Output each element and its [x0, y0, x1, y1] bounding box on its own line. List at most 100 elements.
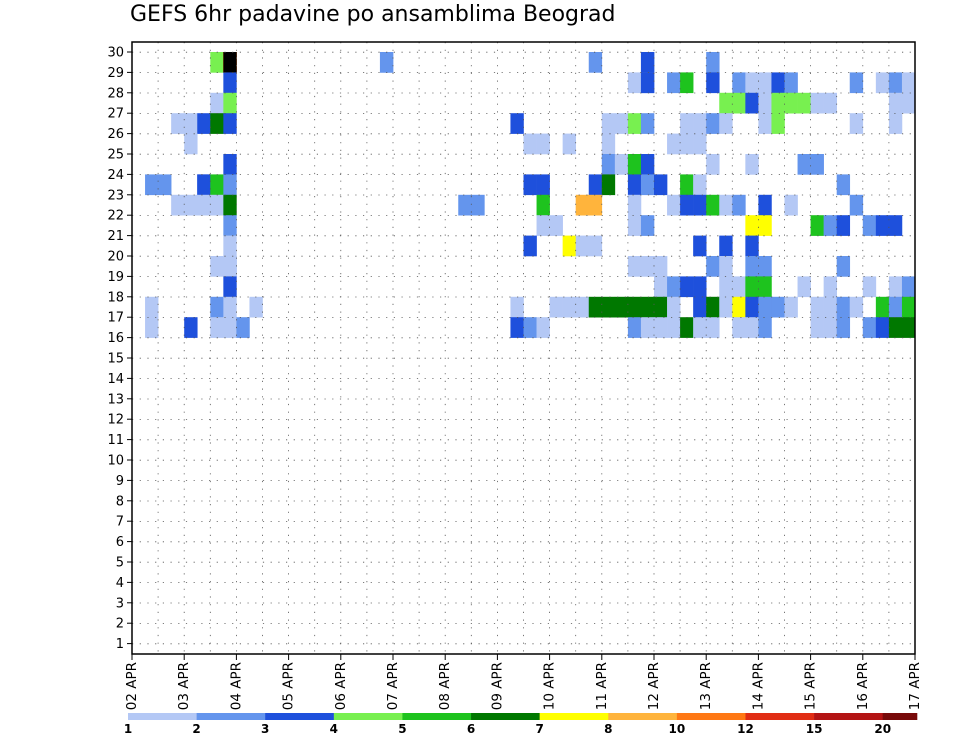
heatmap-cell [667, 194, 681, 216]
heatmap-cell [888, 215, 903, 236]
heatmap-cell [875, 72, 890, 94]
y-tick-label: 23 [107, 188, 124, 203]
heatmap-cell [640, 154, 655, 175]
heatmap-cell [810, 92, 824, 114]
heatmap-cell [588, 174, 603, 196]
heatmap-cell [627, 256, 642, 277]
y-tick-label: 7 [116, 515, 124, 530]
heatmap-cell [901, 296, 916, 318]
heatmap-cell [601, 113, 616, 134]
heatmap-cell [184, 113, 198, 134]
heatmap-cell [875, 215, 890, 236]
heatmap-cell [184, 317, 198, 338]
y-tick-label: 17 [107, 311, 124, 326]
heatmap-cell [197, 194, 211, 216]
legend-label: 2 [192, 722, 200, 736]
legend-swatch [402, 713, 472, 720]
heatmap-cell [523, 133, 537, 155]
y-tick-label: 8 [116, 494, 124, 509]
x-tick-label: 07 APR [385, 662, 401, 710]
heatmap-cell [901, 317, 916, 338]
legend-swatch [265, 713, 335, 720]
heatmap-cell [562, 296, 576, 318]
heatmap-cell [784, 194, 798, 216]
heatmap-cell [797, 92, 811, 114]
heatmap-cell [784, 296, 798, 318]
heatmap-cell [901, 92, 916, 114]
legend-label: 8 [604, 722, 612, 736]
heatmap-cell [549, 215, 563, 236]
y-tick-label: 26 [107, 127, 124, 142]
y-tick-label: 5 [116, 556, 124, 571]
legend-swatch [128, 713, 197, 720]
heatmap-cell [706, 256, 720, 277]
heatmap-cell [745, 92, 759, 114]
y-tick-label: 25 [107, 148, 124, 163]
heatmap-cell [601, 174, 616, 196]
y-tick-label: 4 [116, 576, 124, 591]
y-tick-label: 29 [107, 66, 124, 81]
heatmap-cell [693, 296, 707, 318]
heatmap-cell [797, 154, 811, 175]
heatmap-cell [575, 235, 590, 257]
heatmap-cell [810, 296, 824, 318]
heatmap-cell [901, 72, 916, 94]
y-tick-label: 10 [107, 454, 124, 469]
heatmap-cell [680, 72, 694, 94]
legend-label: 12 [737, 722, 754, 736]
heatmap-cell [523, 317, 537, 338]
heatmap-cell [823, 296, 837, 318]
heatmap-cell [536, 215, 550, 236]
y-tick-label: 20 [107, 250, 124, 265]
heatmap-cell [210, 174, 224, 196]
legend-label: 20 [874, 722, 891, 736]
heatmap-cell [719, 276, 733, 298]
heatmap-cell [575, 194, 590, 216]
heatmap-cell [706, 317, 720, 338]
heatmap-cell [888, 72, 903, 94]
heatmap-cell [758, 194, 772, 216]
legend-label: 3 [261, 722, 269, 736]
heatmap-cell [640, 52, 655, 73]
heatmap-cell [745, 256, 759, 277]
heatmap-cell [627, 215, 642, 236]
heatmap-cell [693, 133, 707, 155]
y-tick-label: 30 [107, 46, 124, 61]
y-tick-label: 27 [107, 107, 124, 122]
x-tick-label: 12 APR [646, 662, 662, 710]
heatmap-cell [823, 276, 837, 298]
heatmap-cell [210, 52, 224, 73]
heatmap-cell [758, 296, 772, 318]
heatmap-cell [680, 317, 694, 338]
heatmap-cell [588, 235, 603, 257]
heatmap-cell [536, 174, 550, 196]
heatmap-cell [719, 235, 733, 257]
heatmap-cell [210, 296, 224, 318]
heatmap-cell [836, 174, 851, 196]
heatmap-cell [693, 317, 707, 338]
heatmap-cell [719, 113, 733, 134]
heatmap-cell [706, 154, 720, 175]
heatmap-cell [758, 92, 772, 114]
heatmap-cell [210, 92, 224, 114]
heatmap-cell [640, 215, 655, 236]
heatmap-cell [732, 72, 746, 94]
heatmap-cell [223, 154, 237, 175]
heatmap-cell [171, 194, 185, 216]
heatmap-cell [523, 174, 537, 196]
heatmap-cell [693, 174, 707, 196]
heatmap-cell [575, 296, 590, 318]
heatmap-cell [236, 317, 250, 338]
y-tick-label: 16 [107, 331, 124, 346]
heatmap-cell [184, 194, 198, 216]
heatmap-cell [680, 194, 694, 216]
heatmap-cells [145, 52, 916, 338]
heatmap-cell [719, 296, 733, 318]
heatmap-cell [758, 276, 772, 298]
heatmap-cell [732, 317, 746, 338]
legend-label: 1 [124, 722, 132, 736]
heatmap-cell [601, 154, 616, 175]
x-axis: 02 APR 03 APR 04 APR 05 APR 06 APR 07 APR 08 A… [124, 654, 923, 710]
legend-swatch [471, 713, 540, 720]
x-tick-label: 05 APR [281, 662, 297, 710]
